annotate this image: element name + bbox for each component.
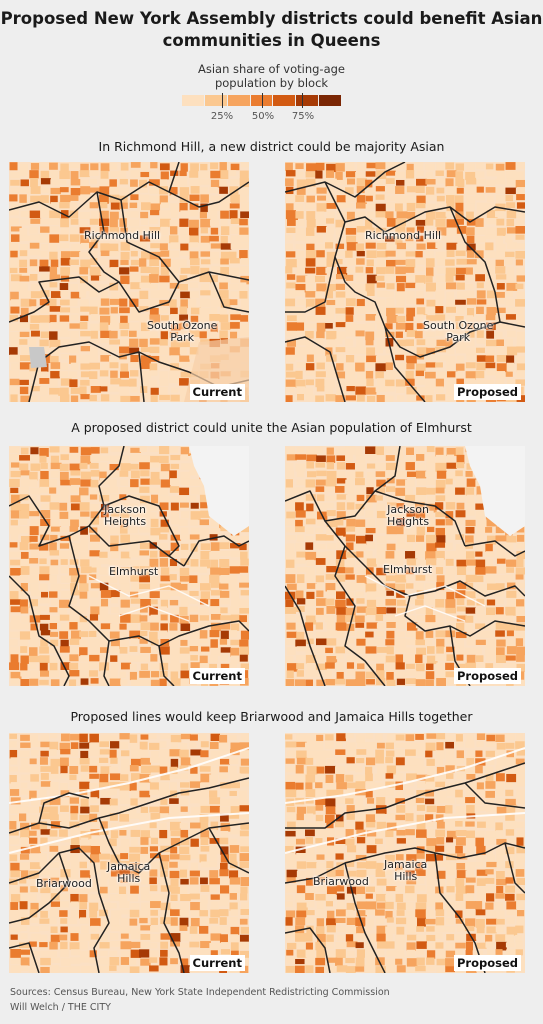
place-line: Richmond Hill: [365, 229, 442, 242]
place-line: Park: [446, 331, 471, 344]
map-tag-proposed: Proposed: [453, 668, 521, 684]
title-line-1: Proposed New York Assembly districts cou…: [0, 9, 543, 28]
block-fill: [285, 162, 525, 402]
map-tag-current: Current: [189, 384, 245, 400]
place-line: Hills: [117, 872, 141, 885]
legend-label-75: 75%: [291, 111, 315, 122]
block-fill: [9, 733, 249, 973]
map-tag-proposed: Proposed: [453, 955, 521, 971]
place-line: Briarwood: [36, 877, 92, 890]
legend-tick-25: [222, 93, 223, 108]
district-lines: [9, 162, 249, 402]
legend-tick-50: [262, 93, 263, 108]
place-line: Heights: [104, 515, 147, 528]
legend-tick-75: [302, 93, 303, 108]
map-richmond-hill-proposed: Richmond Hill South Ozone Park Proposed: [285, 162, 525, 402]
map-elmhurst-current: Jackson Heights Elmhurst Current: [9, 446, 249, 686]
label-elmhurst: Elmhurst: [383, 564, 432, 576]
place-line: Heights: [387, 515, 430, 528]
map-tag-current: Current: [189, 955, 245, 971]
map-tag-current: Current: [189, 668, 245, 684]
map-richmond-hill-current: Richmond Hill South Ozone Park Current: [9, 162, 249, 402]
label-briarwood: Briarwood: [36, 878, 92, 890]
label-jackson-heights: Jackson Heights: [387, 504, 429, 528]
map-briarwood-current: Briarwood Jamaica Hills Current: [9, 733, 249, 973]
map-tag-proposed: Proposed: [453, 384, 521, 400]
place-line: Jamaica: [384, 858, 428, 871]
legend-title-line-2: population by block: [214, 76, 329, 90]
legend-swatch: [182, 95, 205, 106]
place-line: Jamaica: [107, 860, 151, 873]
label-jackson-heights: Jackson Heights: [104, 504, 146, 528]
label-south-ozone-park: South Ozone Park: [423, 320, 493, 344]
legend-swatch: [273, 95, 297, 106]
legend-swatch: [296, 95, 320, 106]
title-line-2: communities in Queens: [162, 31, 381, 50]
place-line: Briarwood: [313, 875, 369, 888]
section-title-briarwood: Proposed lines would keep Briarwood and …: [70, 709, 473, 724]
label-jamaica-hills: Jamaica Hills: [107, 861, 150, 885]
label-briarwood: Briarwood: [313, 876, 369, 888]
place-line: Hills: [394, 870, 418, 883]
block-fill: [285, 733, 525, 973]
label-richmond-hill: Richmond Hill: [84, 230, 160, 242]
place-line: Richmond Hill: [84, 229, 161, 242]
district-lines: [285, 446, 525, 686]
place-line: South Ozone: [423, 319, 494, 332]
map-elmhurst-proposed: Jackson Heights Elmhurst Proposed: [285, 446, 525, 686]
section-title-elmhurst: A proposed district could unite the Asia…: [71, 420, 472, 435]
legend-swatch: [319, 95, 343, 106]
legend-label-25: 25%: [210, 111, 234, 122]
legend-swatch: [227, 95, 251, 106]
sources-note: Sources: Census Bureau, New York State I…: [10, 987, 390, 998]
place-line: Park: [170, 331, 195, 344]
chart-title: Proposed New York Assembly districts cou…: [0, 8, 543, 52]
place-line: Jackson: [387, 503, 429, 516]
legend-label-50: 50%: [251, 111, 275, 122]
district-lines: [9, 446, 249, 686]
legend-title-line-1: Asian share of voting-age: [197, 62, 346, 76]
section-title-richmond-hill: In Richmond Hill, a new district could b…: [98, 139, 445, 154]
district-lines: [285, 747, 525, 973]
legend-swatch: [204, 95, 228, 106]
legend-title: Asian share of voting-age population by …: [0, 62, 543, 90]
place-line: Jackson: [104, 503, 146, 516]
district-lines: [285, 162, 525, 402]
place-line: Elmhurst: [109, 565, 159, 578]
label-south-ozone-park: South Ozone Park: [147, 320, 217, 344]
footer: Sources: Census Bureau, New York State I…: [10, 985, 390, 1015]
credit-note: Will Welch / THE CITY: [10, 1002, 111, 1013]
label-richmond-hill: Richmond Hill: [365, 230, 441, 242]
label-elmhurst: Elmhurst: [109, 566, 158, 578]
district-lines: [9, 747, 249, 973]
map-briarwood-proposed: Briarwood Jamaica Hills Proposed: [285, 733, 525, 973]
label-jamaica-hills: Jamaica Hills: [384, 859, 427, 883]
place-line: Elmhurst: [383, 563, 433, 576]
place-line: South Ozone: [147, 319, 218, 332]
